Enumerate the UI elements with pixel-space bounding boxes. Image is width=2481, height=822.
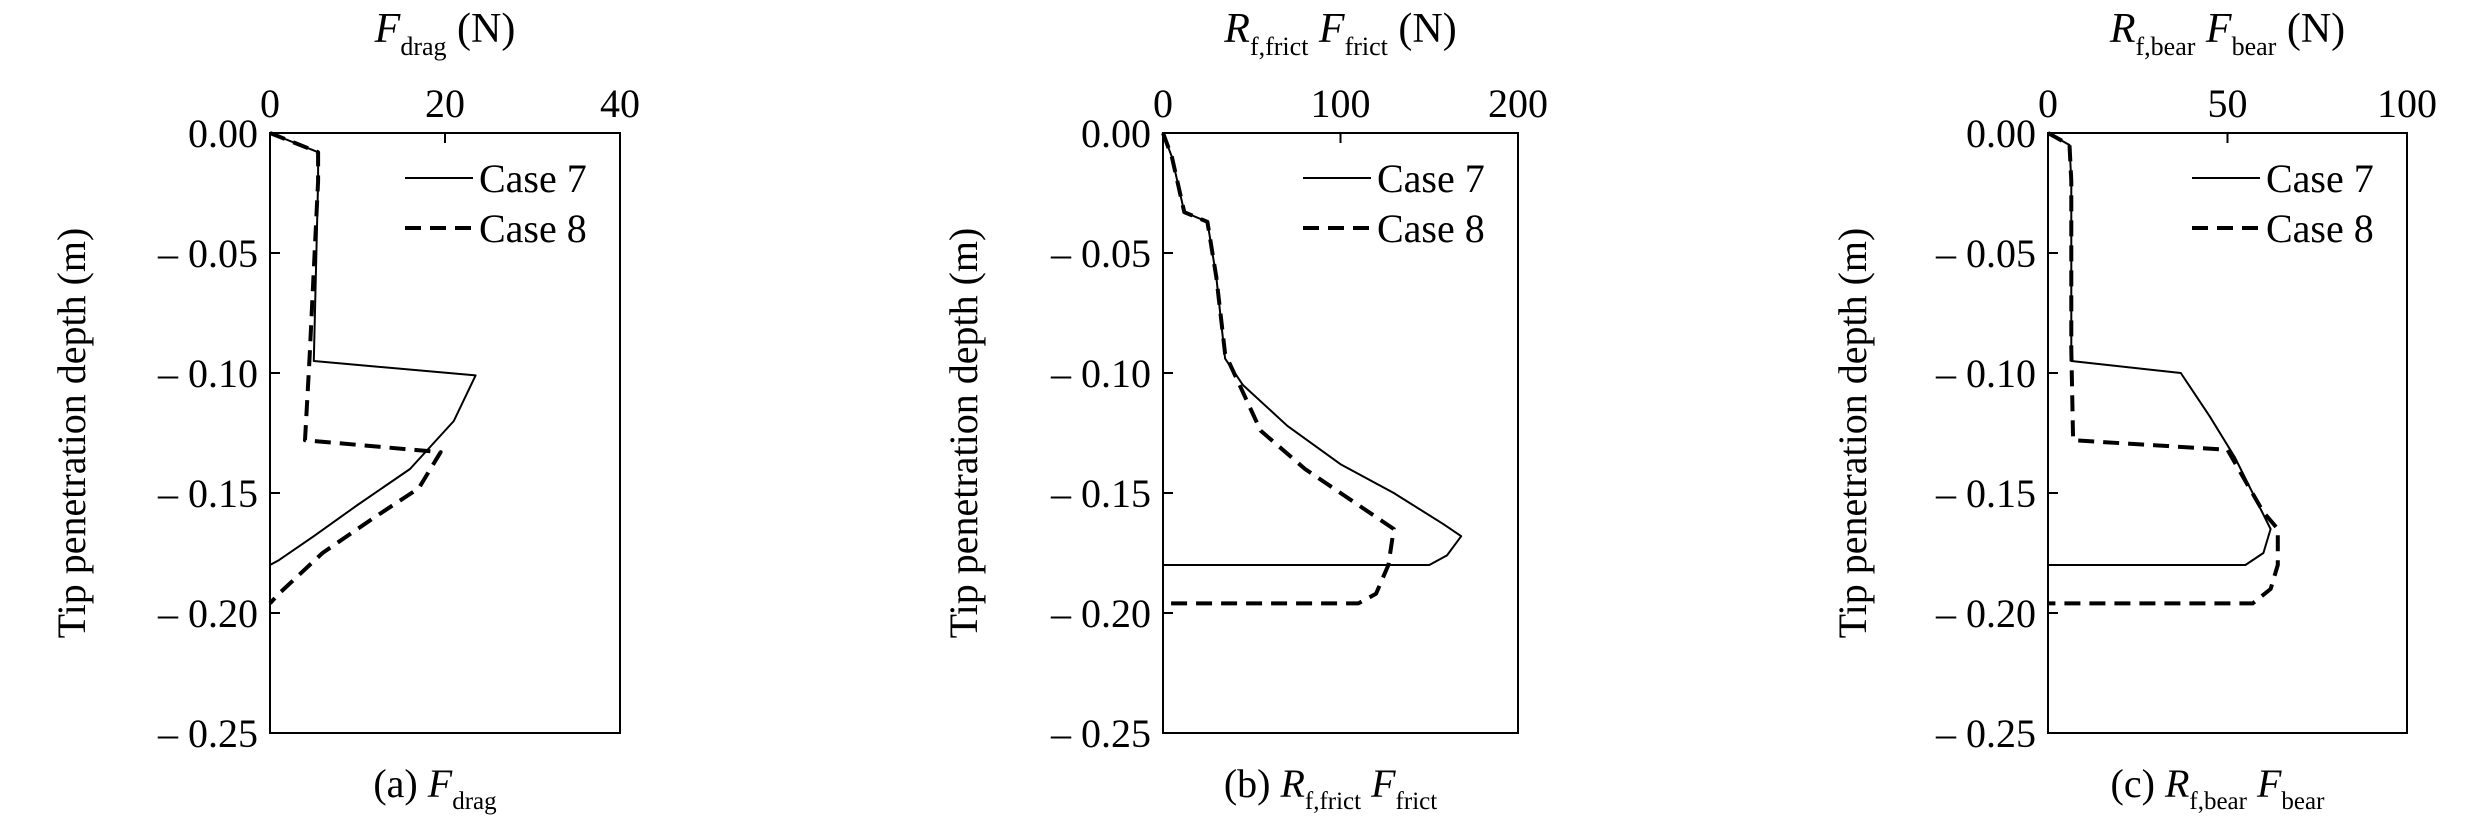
y-tick-label: – 0.25 — [157, 711, 258, 756]
x-axis-label-part: F — [1308, 6, 1345, 52]
x-tick-label: 50 — [2208, 81, 2248, 126]
y-tick-label: 0.00 — [1081, 111, 1151, 156]
series-line-case-8 — [1161, 132, 1396, 606]
chart-panel-2: 0 100 200 0.00 – 0.05 – 0.10 – 0.15 – 0.20 – 0.2… — [941, 6, 1548, 815]
x-axis-label-part: R — [1223, 6, 1250, 52]
y-axis-label: Tip penetration depth (m) — [941, 228, 986, 639]
y-tick-label: – 0.20 — [1050, 591, 1151, 636]
panel-caption-part: bear — [2281, 788, 2325, 815]
x-tick-label: 0 — [1153, 81, 1173, 126]
y-tick-label: – 0.15 — [1935, 471, 2036, 516]
panel-caption-part: (b) — [1224, 761, 1281, 806]
panel-caption-part: R — [1279, 761, 1304, 806]
legend-label-case-7: Case 7 — [479, 156, 587, 201]
x-tick-label: 200 — [1488, 81, 1548, 126]
panel-caption-part: R — [2164, 761, 2189, 806]
panel-caption: (c) Rf,bear Fbear — [2111, 761, 2326, 815]
y-tick-label: – 0.15 — [157, 471, 258, 516]
legend-label-case-7: Case 7 — [1377, 156, 1485, 201]
series-line-case-7 — [2047, 132, 2272, 566]
y-tick-label: – 0.10 — [1935, 351, 2036, 396]
x-axis-label-part: R — [2109, 6, 2136, 52]
panel-caption-part: drag — [452, 788, 497, 815]
legend-label-case-8: Case 8 — [1377, 206, 1485, 251]
y-tick-label: – 0.05 — [1935, 231, 2036, 276]
chart-panel-3: 0 50 100 0.00 – 0.05 – 0.10 – 0.15 – 0.20 – 0.25… — [1830, 6, 2437, 815]
y-tick-label: 0.00 — [188, 111, 258, 156]
x-axis-label-part: F — [2195, 6, 2232, 52]
series-line-case-8 — [268, 131, 443, 605]
series-line-case-8 — [2047, 131, 2280, 606]
y-axis-label: Tip penetration depth (m) — [49, 228, 94, 639]
x-axis-label-part: f,frict — [1250, 32, 1309, 61]
x-axis-label: Rf,bear Fbear (N) — [2109, 6, 2345, 61]
x-axis-label-part: frict — [1345, 32, 1389, 61]
y-axis-label: Tip penetration depth (m) — [1830, 228, 1875, 639]
panel-caption-part: frict — [1396, 788, 1438, 815]
x-axis-label-part: F — [374, 6, 401, 52]
panel-caption-part: F — [2247, 761, 2282, 806]
x-tick-label: 40 — [600, 81, 640, 126]
x-tick-label: 0 — [2038, 81, 2058, 126]
panel-caption-part: f,frict — [1305, 788, 1361, 815]
x-axis-label-part: (N) — [2276, 6, 2345, 52]
x-tick-label: 100 — [2377, 81, 2437, 126]
y-tick-label: – 0.20 — [1935, 591, 2036, 636]
y-tick-label: – 0.25 — [1935, 711, 2036, 756]
x-tick-label: 100 — [1311, 81, 1371, 126]
legend-label-case-8: Case 8 — [479, 206, 587, 251]
legend-label-case-7: Case 7 — [2266, 156, 2374, 201]
y-tick-label: 0.00 — [1966, 111, 2036, 156]
x-axis-label-part: bear — [2232, 32, 2277, 61]
y-tick-label: – 0.25 — [1050, 711, 1151, 756]
x-tick-label: 0 — [260, 81, 280, 126]
x-axis-label: Rf,frict Ffrict (N) — [1223, 6, 1456, 61]
panel-caption: (b) Rf,frict Ffrict — [1224, 761, 1437, 815]
x-axis-label-part: (N) — [447, 6, 516, 52]
x-axis-label-part: drag — [400, 32, 446, 61]
x-tick-label: 20 — [425, 81, 465, 126]
chart-panel-1: 0 20 40 0.00 – 0.05 – 0.10 – 0.15 – 0.20 – 0.25 T… — [49, 6, 640, 815]
panel-caption: (a) Fdrag — [373, 761, 497, 815]
series-line-case-7 — [269, 132, 477, 566]
panel-caption-part: (c) — [2111, 761, 2165, 806]
y-tick-label: – 0.15 — [1050, 471, 1151, 516]
y-tick-label: – 0.20 — [157, 591, 258, 636]
y-tick-label: – 0.05 — [157, 231, 258, 276]
panel-caption-part: F — [1361, 761, 1396, 806]
panel-caption-part: (a) — [373, 761, 427, 806]
panel-caption-part: F — [427, 761, 453, 806]
legend-label-case-8: Case 8 — [2266, 206, 2374, 251]
x-axis-label: Fdrag (N) — [374, 6, 516, 61]
y-tick-label: – 0.05 — [1050, 231, 1151, 276]
x-axis-label-part: f,bear — [2136, 32, 2196, 61]
x-axis-label-part: (N) — [1388, 6, 1457, 52]
y-tick-label: – 0.10 — [1050, 351, 1151, 396]
y-tick-label: – 0.10 — [157, 351, 258, 396]
panel-caption-part: f,bear — [2189, 788, 2247, 815]
